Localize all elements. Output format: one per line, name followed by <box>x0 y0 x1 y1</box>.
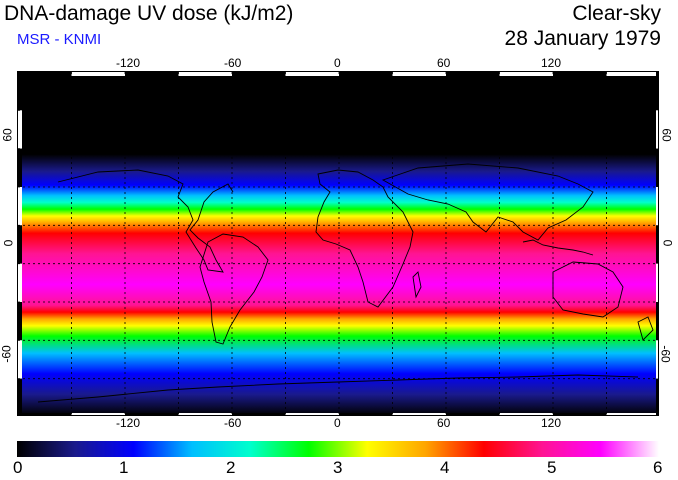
lon-tick-top-neg120: -120 <box>116 56 141 70</box>
date-label: 28 January 1979 <box>504 27 661 50</box>
coastline-north-america <box>57 169 234 273</box>
coastline-indonesia <box>522 239 594 256</box>
uv-dose-map <box>17 71 659 416</box>
coastline-europe-africa <box>315 169 414 308</box>
coastline-asia <box>381 163 594 241</box>
scale-label-3: 3 <box>333 458 343 477</box>
coastline-antarctica <box>37 374 639 403</box>
sky-condition-label: Clear-sky <box>572 2 661 25</box>
lon-tick-top-60: 60 <box>437 56 451 70</box>
lat-tick-right-60: 60 <box>659 128 674 142</box>
coastline-australia <box>552 261 624 318</box>
coastline-madagascar <box>412 271 422 299</box>
graticule <box>18 72 658 415</box>
coastline-south-america <box>199 233 269 345</box>
coastlines <box>37 163 654 403</box>
lat-tick-right-0: 0 <box>660 239 675 247</box>
frame-band-bottom <box>18 413 658 415</box>
lat-tick-left-60: 60 <box>0 128 15 142</box>
frame-band-left <box>18 72 22 415</box>
source-label: MSR - KNMI <box>17 31 102 48</box>
lat-tick-left-0: 0 <box>1 239 16 247</box>
coastline-new-zealand <box>637 316 654 341</box>
map-title: DNA-damage UV dose (kJ/m2) <box>4 2 294 25</box>
scale-label-5: 5 <box>547 458 557 477</box>
scale-label-2: 2 <box>226 458 236 477</box>
lat-tick-right-neg60: -60 <box>658 345 673 363</box>
scale-label-0: 0 <box>13 458 23 477</box>
lon-tick-bottom-neg120: -120 <box>116 416 141 430</box>
frame-band-top <box>18 72 658 76</box>
lat-tick-left-neg60: -60 <box>0 345 14 363</box>
lon-tick-top-120: 120 <box>541 56 562 70</box>
lon-tick-top-neg60: -60 <box>224 56 242 70</box>
lon-tick-bottom-neg60: -60 <box>224 416 242 430</box>
frame-band-right <box>656 72 658 415</box>
scale-label-1: 1 <box>119 458 129 477</box>
scale-label-6: 6 <box>653 458 663 477</box>
scale-label-4: 4 <box>440 458 450 477</box>
lon-tick-bottom-60: 60 <box>437 416 451 430</box>
lon-tick-top-0: 0 <box>334 56 341 70</box>
color-scale-bar <box>17 441 659 457</box>
lon-tick-bottom-120: 120 <box>541 416 562 430</box>
lon-tick-bottom-0: 0 <box>334 416 341 430</box>
map-overlay <box>18 72 658 415</box>
